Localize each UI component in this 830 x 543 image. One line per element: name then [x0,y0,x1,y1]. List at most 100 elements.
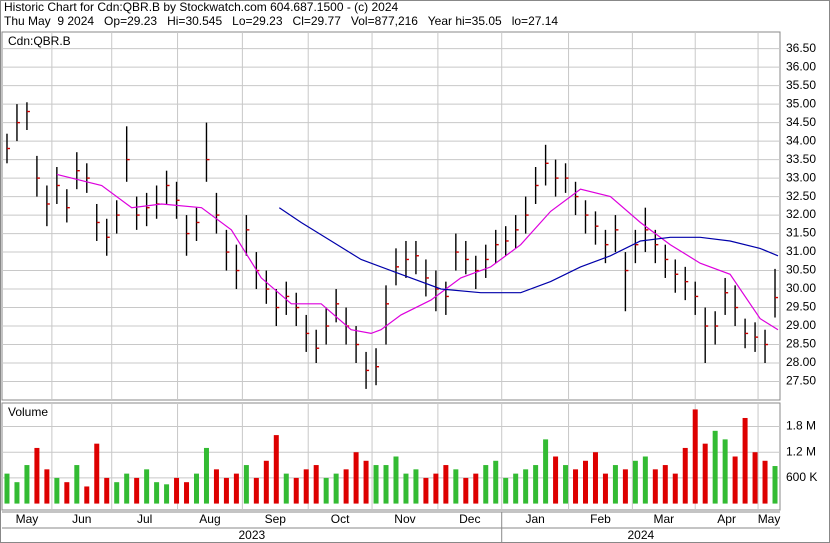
volume-panel [1,402,781,511]
volume-bar [473,473,479,504]
volume-bar [373,465,379,504]
x-tick-label: Oct [331,512,350,526]
volume-bar [363,460,369,504]
volume-bar [612,465,618,504]
y-tick-label: 36.50 [786,41,816,55]
volume-bar [622,469,628,504]
x-tick-label: Apr [717,512,736,526]
volume-bar [293,477,299,504]
y-tick-label: 28.50 [786,337,816,351]
volume-bar [443,465,449,504]
volume-bar [533,465,539,504]
x-tick-label: May [758,512,781,526]
volume-bar [333,473,339,504]
volume-bar [263,460,269,504]
volume-bar [682,447,688,504]
y-tick-label: 33.00 [786,170,816,184]
volume-bar [74,465,80,504]
x-tick-label: Jul [137,512,152,526]
volume-bar [203,447,209,504]
volume-bar [463,477,469,504]
y-tick-label: 35.00 [786,96,816,110]
volume-bar [273,435,279,504]
volume-bar [164,484,170,504]
volume-bar [343,469,349,504]
volume-bar [692,409,698,504]
volume-bar [104,477,110,504]
volume-bar [124,473,130,504]
volume-bar [393,456,399,504]
symbol-label: Cdn:QBR.B [8,34,71,48]
volume-bar [483,465,489,504]
volume-bar [752,452,758,504]
y-tick-label: 28.00 [786,355,816,369]
volume-bar [144,469,150,504]
volume-bar [592,452,598,504]
volume-bar [563,465,569,504]
x-tick-label: Jun [72,512,91,526]
volume-bar [652,469,658,504]
volume-bar [303,469,309,504]
volume-bar [213,469,219,504]
volume-bar [283,473,289,504]
x-tick-label: Mar [653,512,674,526]
volume-bar [423,477,429,504]
volume-bar [403,473,409,504]
volume-bar [712,430,718,504]
volume-bar [253,477,259,504]
volume-tick-label: 1.8 M [786,419,816,433]
x-tick-label: Dec [459,512,480,526]
volume-bar [413,469,419,504]
volume-bar [64,482,70,504]
volume-bar [233,473,239,504]
price-panel [1,31,781,401]
volume-bar [722,439,728,504]
moving-average [278,207,779,294]
y-tick-label: 32.50 [786,189,816,203]
x-tick-label: Aug [199,512,220,526]
volume-bar [523,469,529,504]
y-tick-label: 30.00 [786,281,816,295]
x-tick-label: May [16,512,39,526]
y-tick-label: 31.50 [786,226,816,240]
volume-bar [602,473,608,504]
volume-bar [94,443,100,504]
volume-bar [313,465,319,504]
volume-bar [543,439,549,504]
volume-bar [772,466,778,504]
volume-label: Volume [8,405,48,419]
year-label: 2023 [239,528,266,542]
moving-average [56,173,779,335]
volume-bar [742,417,748,504]
volume-bar [672,473,678,504]
y-tick-label: 34.00 [786,133,816,147]
plot: 27.50 28.00 28.50 29.00 29.50 30.00 30.50 31.00… [2,32,817,543]
x-tick-label: Nov [394,512,415,526]
volume-bar [383,465,389,504]
header-line: Historic Chart for Cdn:QBR.B by Stockwat… [4,0,398,14]
volume-bar [503,477,509,504]
volume-bar [154,482,160,504]
volume-bar [353,452,359,504]
volume-bar [184,482,190,504]
volume-bar [174,477,180,504]
y-tick-label: 29.50 [786,300,816,314]
y-tick-label: 31.00 [786,244,816,258]
header-line: Thu May 9 2024 Op=29.23 Hi=30.545 Lo=29.… [4,14,558,28]
volume-bar [54,477,60,504]
volume-bar [762,460,768,504]
volume-tick-label: 1.2 M [786,444,816,458]
volume-bar [223,477,229,504]
volume-bar [642,456,648,504]
volume-bar [24,465,30,504]
y-tick-label: 36.00 [786,59,816,73]
volume-bar [243,465,249,504]
volume-bar [194,473,199,504]
volume-bar [44,469,50,504]
y-tick-label: 34.50 [786,115,816,129]
volume-bar [662,465,668,504]
volume-bar [4,473,10,504]
volume-bar [632,460,638,504]
